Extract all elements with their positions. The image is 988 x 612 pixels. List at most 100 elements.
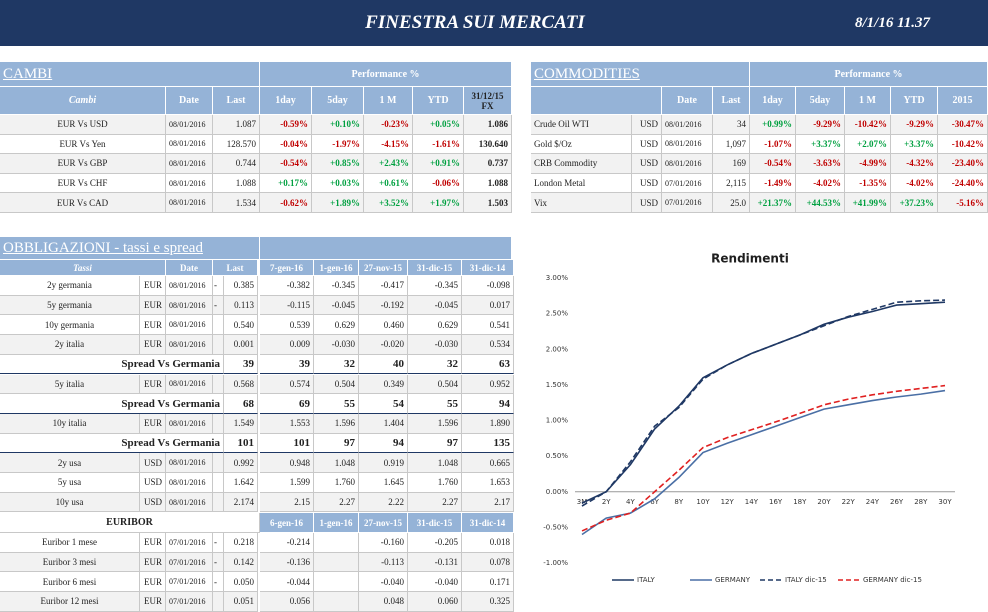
page-date: 8/1/16 11.37	[854, 15, 930, 31]
cell: 07/01/2016	[166, 552, 213, 573]
cell: USD	[140, 473, 166, 493]
cell: 1 M	[364, 87, 413, 115]
cell: CAMBI	[0, 62, 260, 87]
cell: 97	[314, 433, 359, 454]
x-tick-label: 8Y	[674, 498, 683, 506]
cell: -10.42%	[845, 115, 891, 135]
cell: EUR Vs CHF	[0, 173, 166, 194]
cell: 1.890	[462, 413, 514, 434]
cell: 27-nov-15	[359, 260, 408, 276]
cell: 0.919	[359, 453, 408, 473]
cell: +0.99%	[750, 115, 796, 135]
legend-label: ITALY	[637, 576, 656, 584]
cell: -0.345	[314, 276, 359, 296]
cell: 40	[359, 354, 408, 375]
cell: +21.37%	[750, 193, 796, 213]
cell: OBBLIGAZIONI - tassi e spread	[0, 237, 260, 260]
cell	[260, 237, 512, 260]
cell: +0.91%	[413, 154, 464, 174]
cell: -1.07%	[750, 134, 796, 155]
cell: 25.0	[713, 193, 750, 213]
cell: +3.37%	[891, 134, 938, 155]
cell: +2.43%	[364, 154, 413, 174]
cell	[213, 592, 224, 612]
x-tick-label: 30Y	[938, 498, 952, 506]
cell: 0.349	[359, 374, 408, 395]
cell: +0.10%	[312, 115, 364, 135]
y-tick-label: -0.50%	[543, 523, 568, 531]
cell: 08/01/2016	[166, 276, 213, 296]
cell: -0.020	[359, 335, 408, 355]
cell	[314, 592, 359, 612]
cell: 07/01/2016	[662, 193, 713, 213]
cell: -0.54%	[750, 154, 796, 174]
legend-label: GERMANY	[715, 576, 751, 584]
cell: 27-nov-15	[359, 513, 408, 533]
cell: +0.61%	[364, 173, 413, 194]
cell: Tassi	[0, 260, 166, 276]
cell: -0.136	[260, 552, 314, 573]
cell: 54	[359, 394, 408, 414]
cell: -0.045	[408, 295, 462, 316]
cell: +1.97%	[413, 193, 464, 213]
header-bar: FINESTRA SUI MERCATI 8/1/16 11.37	[0, 0, 988, 46]
cell: 1,097	[713, 134, 750, 155]
cell: 32	[314, 354, 359, 375]
cell: EUR	[140, 552, 166, 573]
cell: 0.629	[408, 315, 462, 336]
x-tick-label: 12Y	[721, 498, 735, 506]
cell: 5day	[796, 87, 845, 115]
cell: 31-dic-15	[408, 260, 462, 276]
cell: -0.62%	[260, 193, 312, 213]
cell: EUR	[140, 413, 166, 434]
chart-title: Rendimenti	[711, 252, 789, 266]
cell: 08/01/2016	[166, 413, 213, 434]
cell: 07/01/2016	[662, 173, 713, 194]
cell: +0.85%	[312, 154, 364, 174]
cell: 0.171	[462, 572, 514, 593]
cell: EURIBOR	[0, 513, 260, 533]
legend-label: GERMANY dic-15	[863, 576, 922, 584]
cell: EUR	[140, 315, 166, 336]
cell: USD	[140, 453, 166, 473]
cell: -5.16%	[938, 193, 988, 213]
cell: USD	[632, 154, 662, 174]
cell: -0.04%	[260, 134, 312, 155]
series-line	[581, 301, 946, 504]
cell: -0.030	[408, 335, 462, 355]
cell: Performance %	[750, 62, 988, 87]
cell: 0.504	[314, 374, 359, 395]
cell: 07/01/2016	[166, 572, 213, 593]
cell: -30.47%	[938, 115, 988, 135]
cell: 0.218	[224, 533, 258, 553]
cell: 0.056	[260, 592, 314, 612]
series-line	[581, 384, 946, 532]
cell: USD	[632, 173, 662, 194]
x-tick-label: 2Y	[602, 498, 611, 506]
cell: 94	[462, 394, 514, 414]
cell: 08/01/2016	[166, 374, 213, 395]
x-tick-label: 10Y	[696, 498, 710, 506]
cell: 2y italia	[0, 335, 140, 355]
cell: EUR	[140, 295, 166, 316]
cell: -1.35%	[845, 173, 891, 194]
cell	[314, 572, 359, 593]
cell: 5y usa	[0, 473, 140, 493]
cell: 10y italia	[0, 413, 140, 434]
cell: 0.060	[408, 592, 462, 612]
cell: 07/01/2016	[166, 592, 213, 612]
cell: -0.098	[462, 276, 514, 296]
cell: Spread Vs Germania	[0, 354, 224, 375]
cell: 34	[713, 115, 750, 135]
cell: EUR	[140, 276, 166, 296]
cell: 101	[224, 433, 258, 454]
cell: 2y germania	[0, 276, 140, 296]
cell: EUR	[140, 572, 166, 593]
cell	[213, 453, 224, 473]
x-tick-label: 18Y	[793, 498, 807, 506]
cell: 101	[260, 433, 314, 454]
cell: 5y italia	[0, 374, 140, 395]
y-tick-label: 0.00%	[546, 488, 569, 496]
cell: Euribor 6 mesi	[0, 572, 140, 593]
